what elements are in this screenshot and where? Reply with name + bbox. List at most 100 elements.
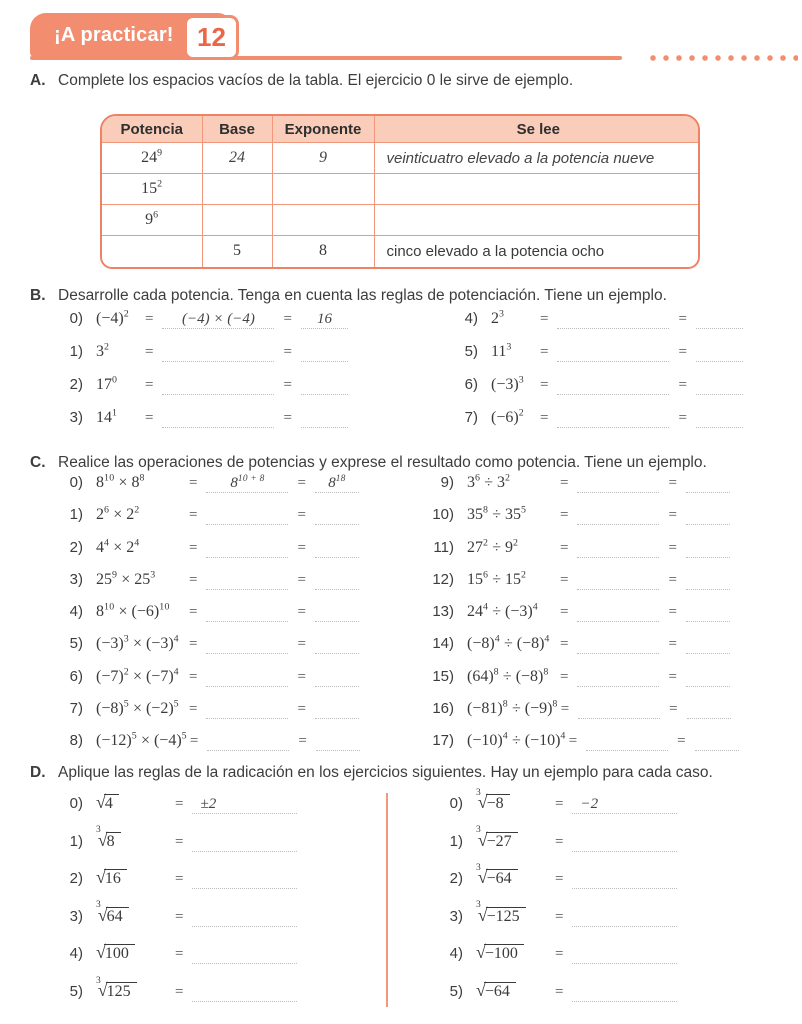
table-cell: 8 — [271, 235, 375, 267]
answer-value — [612, 410, 616, 426]
answer-value — [580, 909, 584, 925]
answer-blank — [315, 732, 360, 752]
answer-value — [323, 410, 327, 426]
table-cell — [271, 204, 375, 236]
item-number: 3) — [69, 570, 83, 588]
answer-value — [217, 344, 221, 360]
equals-sign: = — [145, 344, 154, 360]
answer-blank — [572, 945, 678, 965]
answer-value — [580, 834, 584, 850]
answer-blank — [300, 376, 348, 395]
answer-blank — [685, 506, 730, 526]
exercise-item: 0) 810 × 88 = 810 + 8 = 818 — [57, 473, 360, 506]
equals-sign: = — [678, 344, 687, 360]
item-number: 13) — [432, 603, 454, 621]
equals-sign: = — [560, 604, 569, 621]
answer-blank: (−4) × (−4) — [162, 310, 275, 329]
exercise-item: 5) 113 = = — [452, 342, 743, 376]
item-number: 3) — [69, 409, 83, 426]
answer-value — [335, 540, 339, 556]
answer-value — [200, 871, 204, 887]
answer-value — [200, 834, 204, 850]
power-expression: (−6)2 — [491, 407, 524, 426]
answer-value: −2 — [580, 796, 599, 812]
item-number: 0) — [69, 795, 83, 812]
answer-blank — [206, 506, 289, 526]
equals-sign: = — [669, 701, 678, 718]
answer-blank — [577, 506, 660, 526]
answer-value — [715, 733, 719, 749]
power-expression: 272 ÷ 92 — [467, 537, 519, 556]
radical-index: 3 — [96, 900, 101, 911]
answer-blank — [686, 700, 731, 720]
equals-sign: = — [668, 539, 677, 556]
item-number: 8) — [69, 732, 83, 750]
exercise-item: 2) 44 × 24 = = — [57, 538, 360, 571]
table-cell: cinco elevado a la potencia ocho — [373, 235, 698, 267]
answer-blank: 16 — [300, 310, 348, 329]
answer-blank: 810 + 8 — [206, 474, 289, 493]
answer-value — [706, 475, 710, 491]
power-expression: 156 ÷ 152 — [467, 569, 527, 588]
item-number: 9) — [440, 474, 454, 491]
answer-blank — [314, 506, 359, 526]
radical-expression: 3√−64 — [476, 863, 552, 888]
equals-sign: = — [175, 983, 184, 1000]
answer-value — [580, 946, 584, 962]
radical-sign-icon: √ — [476, 942, 486, 963]
exercise-item: 5) √−64 = — [437, 979, 678, 1018]
table-column-header: Base — [201, 116, 273, 143]
item-number: 6) — [464, 376, 478, 393]
radical-sign-icon: √ — [97, 904, 108, 925]
radicand: 16 — [103, 869, 127, 888]
radical-expression: 3√64 — [96, 901, 172, 926]
radical-expression: √4 — [96, 792, 172, 813]
section-d-left-column: 0) √4 = ±2 1) 3√8 = 2) √16 = 3) 3√64 = 4) √100 = 5) 3√125… — [57, 792, 298, 1018]
table-column-header: Se lee — [373, 116, 698, 143]
radical-expression: 3√8 — [96, 826, 172, 851]
radical-expression: √16 — [96, 867, 172, 888]
answer-blank — [694, 732, 739, 752]
answer-value — [617, 669, 621, 685]
item-number: 3) — [449, 907, 463, 925]
radical-index: 3 — [476, 787, 481, 798]
equals-sign: = — [540, 377, 549, 393]
answer-value — [706, 669, 710, 685]
radical-sign-icon: √ — [96, 942, 106, 963]
answer-value — [335, 572, 339, 588]
answer-value: 818 — [328, 474, 346, 491]
radicand: 125 — [105, 981, 137, 1000]
item-number: 0) — [69, 310, 83, 327]
answer-blank — [685, 539, 730, 558]
answer-value — [718, 377, 722, 393]
power-expression: 358 ÷ 355 — [467, 504, 527, 524]
section-b-left-column: 0) (−4)2 = (−4) × (−4) = 16 1) 32 = = 2) 170 = = 3) 141… — [57, 309, 348, 442]
item-number: 1) — [69, 506, 83, 524]
equals-sign: = — [145, 311, 154, 327]
answer-value — [718, 311, 722, 327]
answer-blank — [314, 539, 359, 558]
equals-sign: = — [175, 833, 184, 850]
answer-value — [617, 572, 621, 588]
radical-index: 3 — [476, 825, 481, 836]
equals-sign: = — [560, 475, 569, 491]
exercise-item: 10) 358 ÷ 355 = = — [428, 506, 739, 538]
item-number: 4) — [464, 310, 478, 327]
answer-value: 810 + 8 — [230, 474, 265, 491]
answer-value: ±2 — [200, 796, 217, 812]
item-number: 5) — [449, 982, 463, 1000]
equals-sign: = — [560, 571, 569, 588]
radical-sign-icon: √ — [476, 979, 486, 1000]
equals-sign: = — [560, 507, 569, 524]
answer-blank — [577, 571, 660, 590]
item-number: 0) — [69, 474, 83, 491]
answer-blank — [300, 409, 348, 428]
equals-sign: = — [283, 311, 292, 327]
answer-blank: −2 — [572, 795, 678, 814]
answer-value — [323, 377, 327, 393]
equals-sign: = — [175, 946, 184, 963]
answer-blank — [578, 700, 661, 720]
answer-value — [323, 344, 327, 360]
item-number: 1) — [69, 343, 83, 360]
answer-value — [246, 604, 250, 620]
